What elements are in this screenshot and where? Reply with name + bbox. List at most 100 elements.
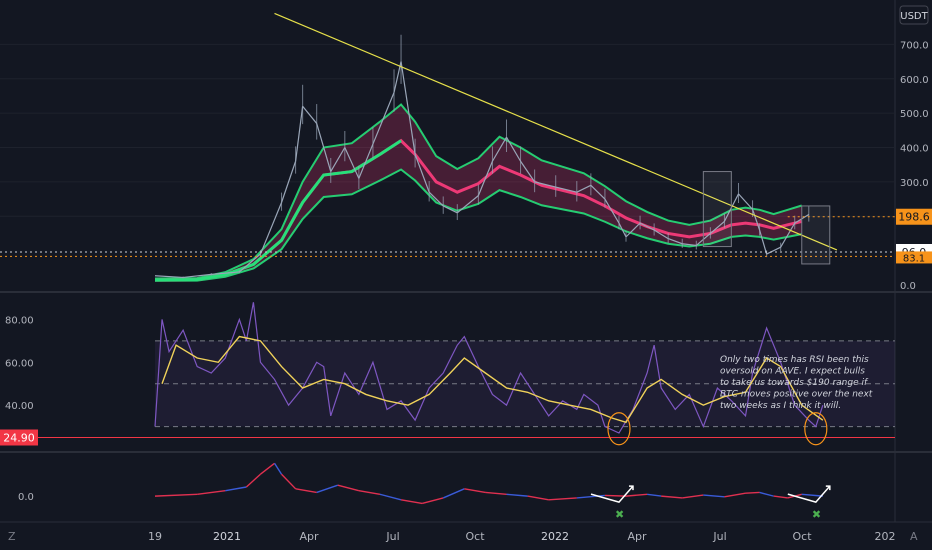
price-segment bbox=[520, 160, 536, 183]
annotation-text: Only two times has RSI been this bbox=[720, 355, 869, 365]
price-tick-label: 500.0 bbox=[900, 109, 929, 120]
price-segment bbox=[477, 161, 493, 196]
price-segment bbox=[295, 106, 304, 162]
osc-segment bbox=[358, 489, 381, 495]
low-price-label: 83.1 bbox=[903, 253, 925, 264]
osc-segment bbox=[316, 484, 339, 494]
time-axis: 19 2021 Apr Jul Oct 2022 Apr Jul Oct 202 bbox=[148, 530, 896, 543]
time-tick-label: Apr bbox=[627, 530, 647, 543]
rsi-level-label: 24.90 bbox=[3, 432, 35, 445]
rsi-tick-label: 80.00 bbox=[5, 315, 34, 326]
last-price-label: 198.6 bbox=[898, 211, 930, 224]
osc-arrow-1-head bbox=[628, 485, 634, 491]
price-segment bbox=[759, 229, 768, 255]
check-mark-2: ✖ bbox=[812, 508, 821, 521]
osc-segment bbox=[400, 499, 423, 505]
osc-segment bbox=[625, 493, 648, 497]
osc-segment bbox=[260, 462, 275, 475]
price-segment bbox=[358, 143, 374, 179]
price-segment bbox=[238, 253, 261, 273]
osc-segment bbox=[245, 473, 261, 488]
price-segment bbox=[428, 191, 444, 207]
price-segment bbox=[780, 222, 796, 248]
ema-green-line bbox=[154, 139, 402, 282]
osc-segment bbox=[281, 473, 297, 490]
rsi-line bbox=[154, 302, 824, 434]
rsi-tick-label: 60.00 bbox=[5, 358, 34, 369]
price-segment bbox=[372, 92, 395, 145]
price-tick-label: 0.0 bbox=[900, 281, 916, 292]
price-segment bbox=[316, 123, 332, 172]
price-segment bbox=[456, 195, 479, 214]
price-segment bbox=[302, 105, 318, 124]
price-segment bbox=[639, 222, 655, 231]
time-tick-label: Oct bbox=[465, 530, 485, 543]
oversold-circle-1 bbox=[607, 412, 631, 446]
oversold-circle-2 bbox=[804, 412, 828, 446]
price-segment bbox=[653, 229, 669, 240]
osc-segment bbox=[379, 493, 402, 501]
osc-segment bbox=[682, 494, 704, 499]
rsi-level-box bbox=[0, 429, 38, 446]
currency-badge[interactable] bbox=[899, 5, 929, 25]
price-segment bbox=[491, 136, 508, 162]
osc-segment bbox=[759, 491, 774, 497]
annotation-text: to take us towards $190 range if bbox=[720, 378, 869, 388]
rsi-pane: 40.00 60.00 80.00 24.90 Only two times has R… bbox=[0, 302, 895, 446]
price-segment bbox=[259, 202, 283, 255]
price-segment bbox=[766, 246, 781, 255]
highlight-box-may bbox=[801, 205, 831, 265]
price-segment bbox=[625, 222, 641, 238]
time-tick-label: 2021 bbox=[213, 530, 241, 543]
trendline bbox=[274, 12, 838, 251]
price-pane: 0.0200.0300.0400.0500.0600.0700.0198.696… bbox=[0, 12, 932, 292]
time-tick-label: 19 bbox=[148, 530, 162, 543]
osc-segment bbox=[506, 493, 528, 497]
annotation-text: BTC moves positive over the next bbox=[720, 390, 873, 400]
osc-segment bbox=[703, 494, 725, 498]
price-segment bbox=[682, 243, 697, 247]
price-segment bbox=[738, 193, 753, 210]
rsi-tick-label: 40.00 bbox=[5, 401, 34, 412]
osc-segment bbox=[197, 489, 226, 495]
price-tick-label: 600.0 bbox=[900, 75, 929, 86]
osc-arrow-1 bbox=[590, 485, 634, 503]
osc-segment bbox=[527, 495, 549, 501]
price-segment bbox=[330, 147, 346, 172]
annotation-text: oversold on AAVE. I expect bulls bbox=[720, 367, 865, 377]
osc-segment bbox=[773, 495, 788, 499]
osc-segment bbox=[647, 493, 662, 497]
osc-arrow-2 bbox=[787, 485, 831, 503]
osc-segment bbox=[661, 495, 683, 499]
last-price-box bbox=[896, 208, 932, 225]
price-segment bbox=[555, 186, 577, 193]
price-segment bbox=[751, 209, 761, 231]
currency-label: USDT bbox=[900, 11, 928, 22]
low-price-box bbox=[896, 251, 932, 264]
rsi-ma-line bbox=[161, 335, 824, 424]
price-segment bbox=[211, 271, 240, 275]
price-segment bbox=[280, 161, 297, 203]
price-segment bbox=[590, 184, 606, 200]
price-segment bbox=[534, 181, 556, 188]
osc-segment bbox=[724, 492, 746, 498]
check-mark-1: ✖ bbox=[615, 508, 624, 521]
price-segment bbox=[667, 238, 683, 245]
osc-segment bbox=[295, 488, 317, 494]
osc-segment bbox=[337, 484, 360, 492]
price-segment bbox=[183, 273, 212, 279]
price-segment bbox=[505, 136, 522, 162]
price-segment bbox=[604, 198, 620, 224]
osc-segment bbox=[442, 488, 465, 499]
osc-segment bbox=[604, 494, 627, 497]
time-tick-label: Jul bbox=[712, 530, 726, 543]
osc-segment bbox=[485, 491, 507, 495]
osc-segment bbox=[801, 493, 823, 497]
time-tick-label: Oct bbox=[792, 530, 812, 543]
timezone-toggle[interactable]: Z bbox=[8, 530, 16, 543]
auto-scale-toggle[interactable]: A bbox=[910, 530, 918, 543]
price-tick-label: 400.0 bbox=[900, 144, 929, 155]
price-segment bbox=[576, 184, 592, 193]
